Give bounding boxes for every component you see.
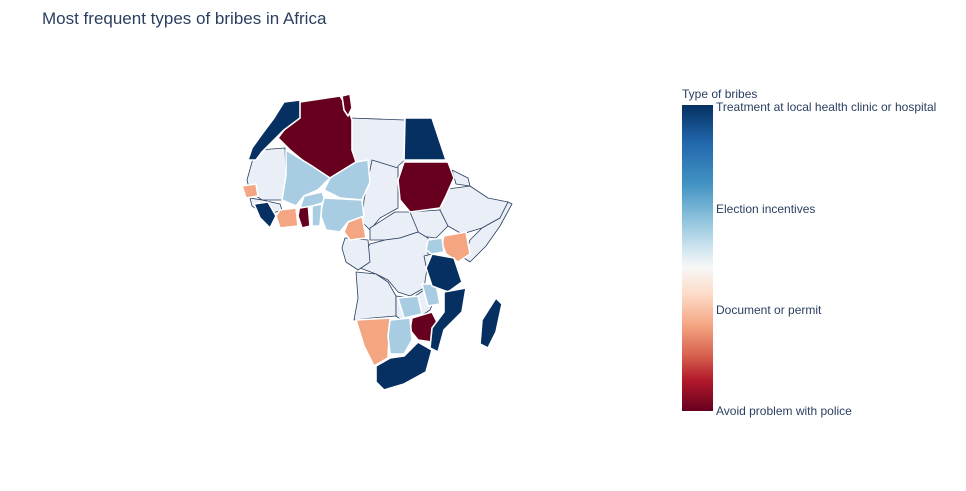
tick-election: Election incentives [716, 202, 816, 216]
south-africa[interactable] [375, 341, 433, 391]
zambia-east[interactable] [397, 295, 423, 319]
tick-police: Avoid problem with police [716, 404, 852, 418]
morocco[interactable] [247, 99, 301, 161]
map-title: Most frequent types of bribes in Africa [42, 9, 327, 28]
tick-treatment: Treatment at local health clinic or hosp… [716, 100, 937, 114]
mozambique[interactable] [429, 287, 467, 353]
election-countries [281, 149, 445, 355]
cote-divoire[interactable] [275, 207, 299, 229]
liberia-sierra-leone[interactable] [253, 201, 277, 229]
uganda[interactable] [425, 237, 445, 255]
eritrea[interactable] [451, 169, 471, 187]
madagascar[interactable] [479, 297, 503, 349]
egypt[interactable] [403, 117, 447, 161]
tunisia[interactable] [341, 93, 353, 117]
document-permit-countries [241, 183, 471, 375]
treatment-countries [247, 99, 503, 391]
tick-document: Document or permit [716, 303, 822, 317]
namibia[interactable] [355, 317, 391, 367]
botswana[interactable] [387, 317, 413, 355]
sudan[interactable] [397, 161, 455, 213]
colorbar [682, 105, 713, 411]
benin-togo[interactable] [311, 203, 323, 227]
niger[interactable] [323, 159, 371, 201]
congo[interactable] [341, 237, 371, 271]
gambia-senegal[interactable] [241, 183, 259, 199]
colorbar-title: Type of bribes [682, 87, 758, 101]
dr-congo[interactable] [359, 231, 429, 297]
